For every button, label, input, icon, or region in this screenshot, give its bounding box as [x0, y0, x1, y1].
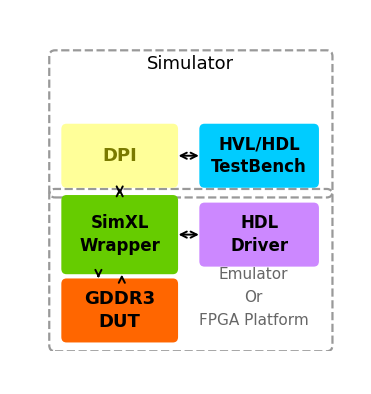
Text: SimXL
Wrapper: SimXL Wrapper	[79, 214, 160, 255]
Text: GDDR3
DUT: GDDR3 DUT	[84, 290, 155, 331]
FancyBboxPatch shape	[199, 124, 319, 188]
Text: HVL/HDL
TestBench: HVL/HDL TestBench	[211, 135, 307, 176]
FancyBboxPatch shape	[61, 124, 178, 188]
FancyBboxPatch shape	[199, 203, 319, 267]
FancyBboxPatch shape	[61, 279, 178, 342]
Text: DPI: DPI	[102, 147, 137, 165]
FancyBboxPatch shape	[61, 195, 178, 274]
Text: HDL
Driver: HDL Driver	[230, 214, 288, 255]
Text: Emulator
Or
FPGA Platform: Emulator Or FPGA Platform	[198, 267, 308, 329]
Text: Simulator: Simulator	[147, 55, 234, 73]
